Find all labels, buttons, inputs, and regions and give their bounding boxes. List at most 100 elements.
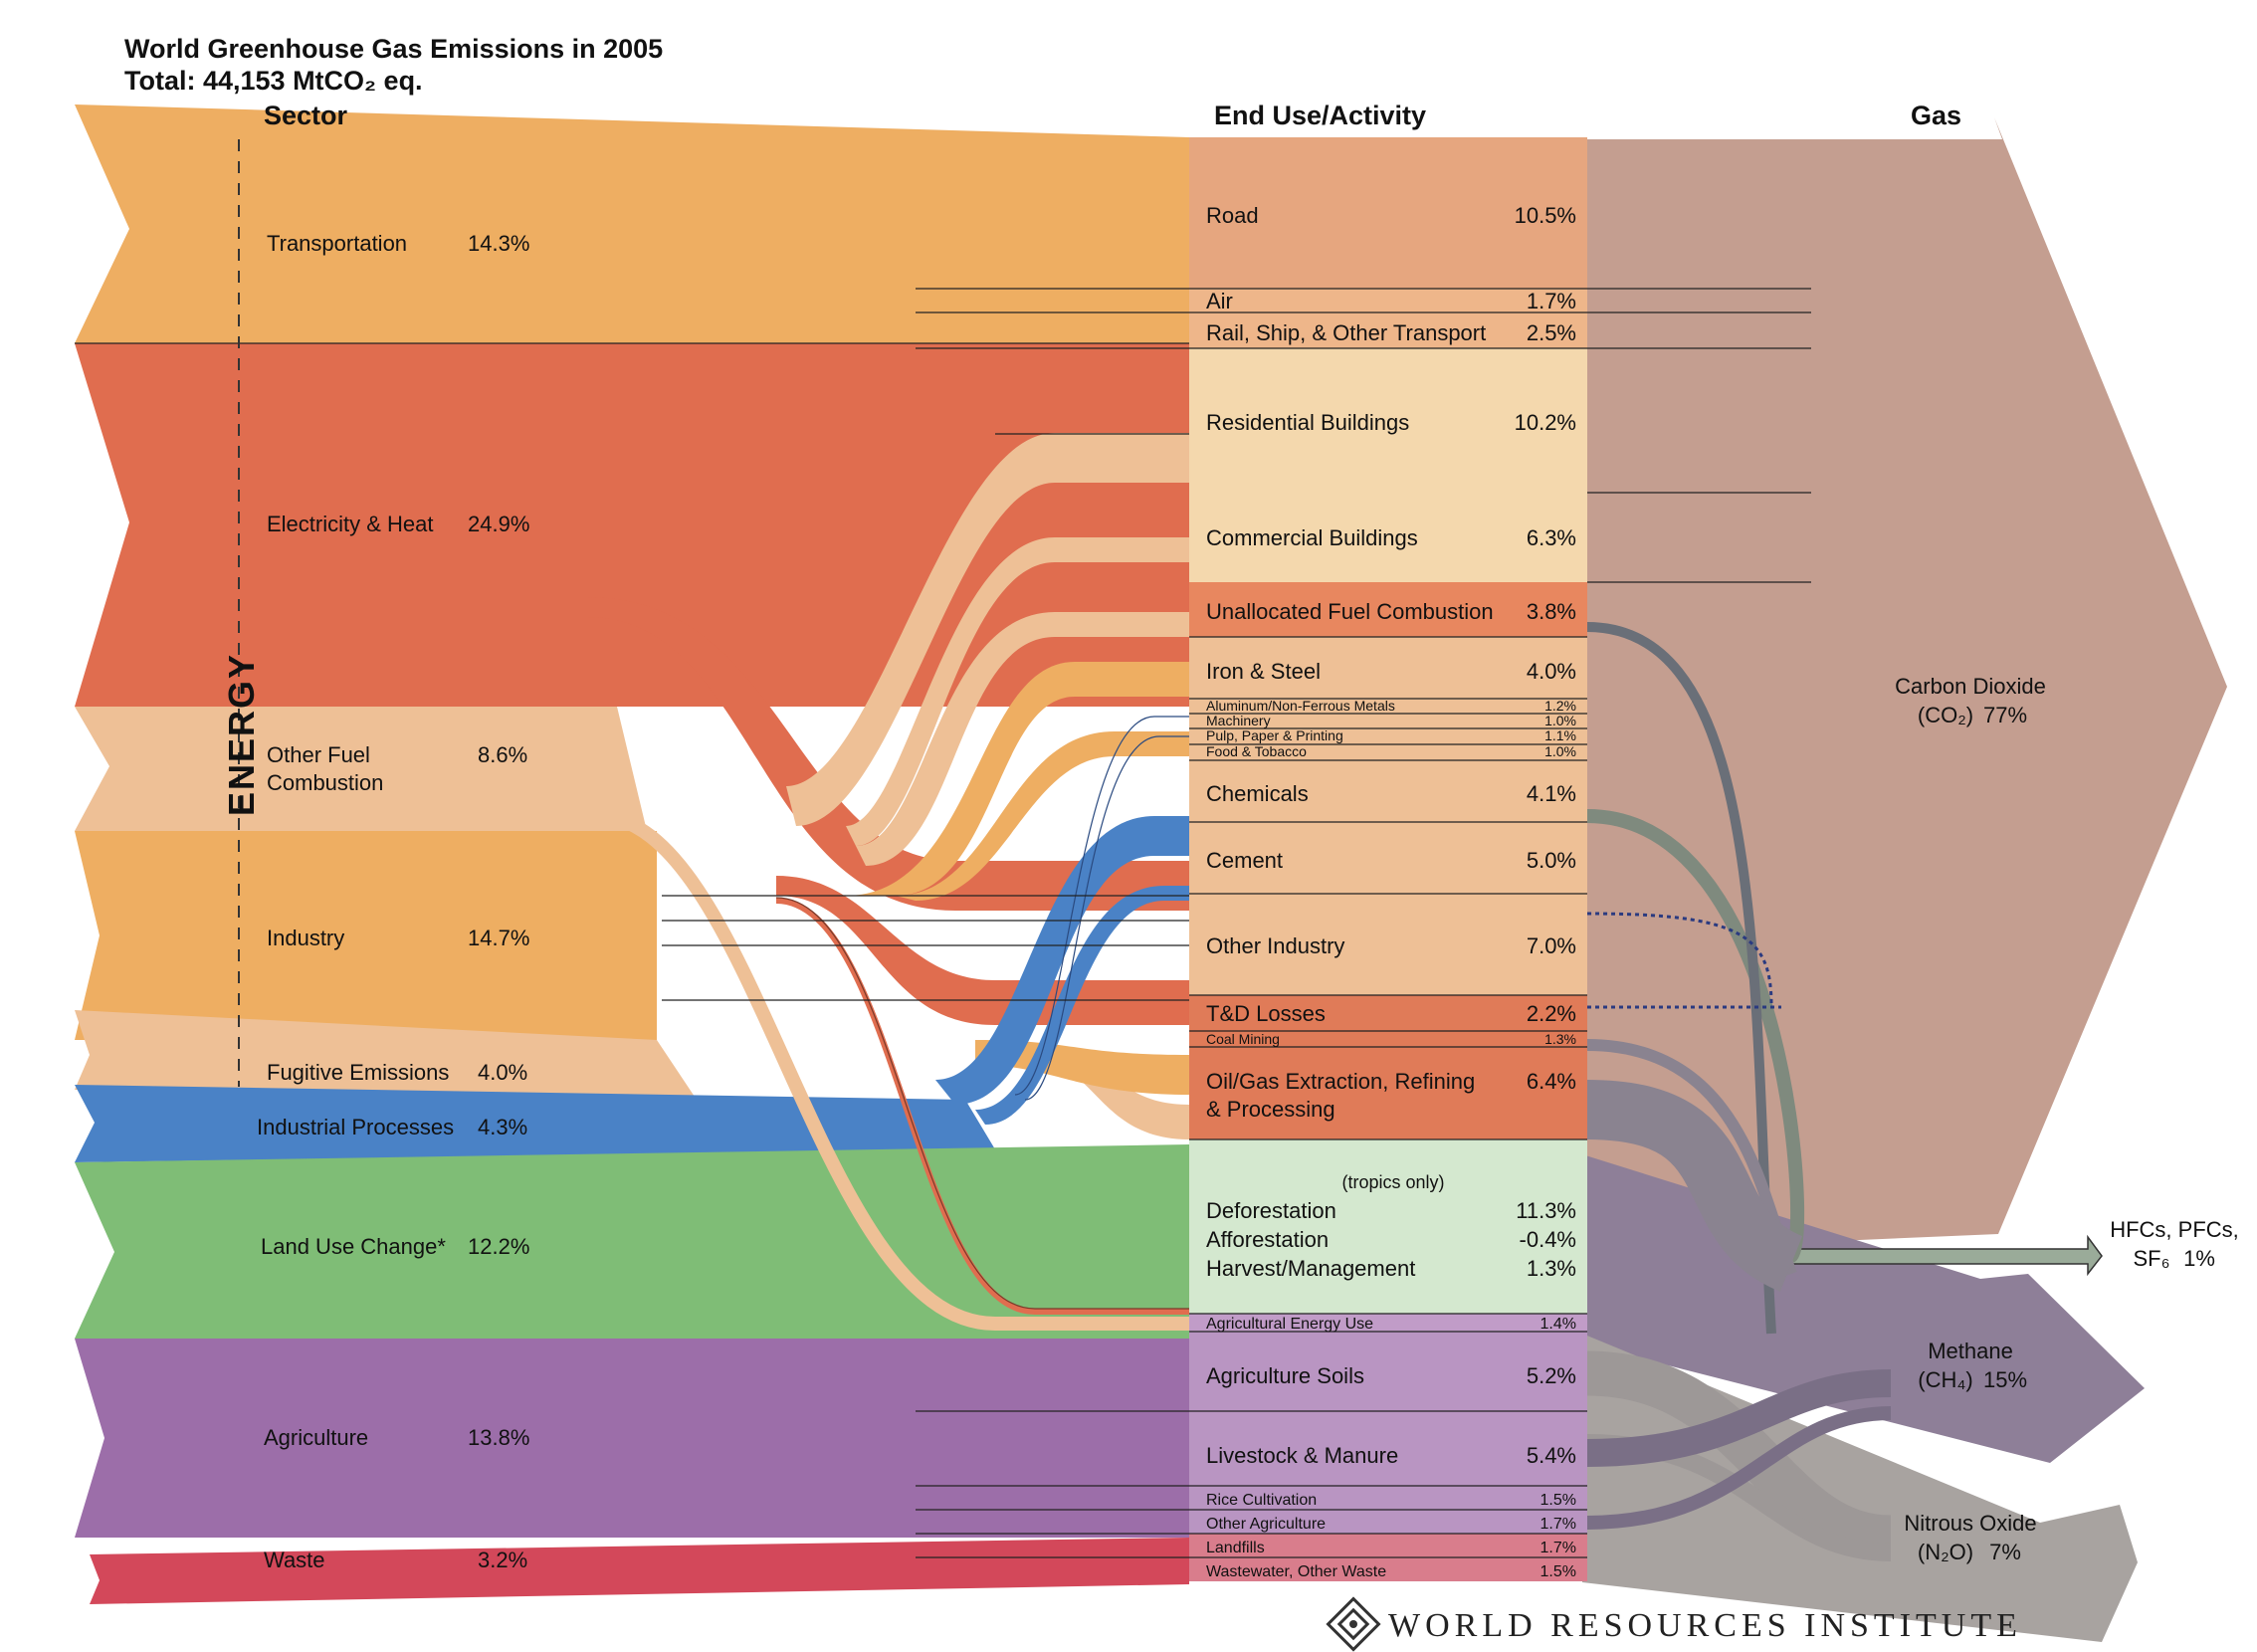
sector-label: Transportation bbox=[267, 231, 407, 256]
svg-text:Other Agriculture: Other Agriculture bbox=[1206, 1516, 1326, 1533]
sector-label: Waste bbox=[264, 1548, 325, 1572]
sector-value: 14.3% bbox=[468, 231, 529, 256]
row-separators bbox=[75, 288, 1811, 1558]
svg-text:1.5%: 1.5% bbox=[1540, 1563, 1576, 1580]
svg-text:Road: Road bbox=[1206, 203, 1259, 228]
svg-text:5.4%: 5.4% bbox=[1527, 1443, 1576, 1468]
chart-title: World Greenhouse Gas Emissions in 2005 bbox=[124, 34, 663, 64]
svg-text:Oil/Gas Extraction, Refining: Oil/Gas Extraction, Refining bbox=[1206, 1069, 1475, 1094]
end-rice bbox=[1189, 1486, 1587, 1510]
gas-formula-n2o: (N₂O) bbox=[1918, 1540, 1973, 1564]
end-oil-gas bbox=[1189, 1047, 1587, 1139]
svg-text:Residential Buildings: Residential Buildings bbox=[1206, 410, 1409, 435]
svg-text:1.7%: 1.7% bbox=[1540, 1516, 1576, 1533]
sector-value: 4.0% bbox=[478, 1060, 527, 1085]
svg-text:1.2%: 1.2% bbox=[1544, 698, 1576, 714]
svg-text:Food & Tobacco: Food & Tobacco bbox=[1206, 743, 1307, 759]
gas-label-methane: Methane bbox=[1928, 1339, 2013, 1363]
gas-label-hfc: HFCs, PFCs, bbox=[2110, 1217, 2239, 1242]
svg-text:10.5%: 10.5% bbox=[1515, 203, 1576, 228]
column-end-use: End Use/Activity bbox=[1214, 101, 1426, 130]
sector-value: 8.6% bbox=[478, 742, 527, 767]
wri-logo-icon bbox=[1326, 1596, 1381, 1652]
sector-label: Industrial Processes bbox=[257, 1115, 454, 1139]
svg-text:Unallocated Fuel Combustion: Unallocated Fuel Combustion bbox=[1206, 599, 1494, 624]
end-unallocated bbox=[1189, 582, 1587, 637]
svg-text:Rice Cultivation: Rice Cultivation bbox=[1206, 1492, 1317, 1509]
end-livestock bbox=[1189, 1411, 1587, 1486]
sector-band-agriculture bbox=[75, 1339, 1189, 1538]
sector-label-line2: Combustion bbox=[267, 770, 383, 795]
svg-text:T&D Losses: T&D Losses bbox=[1206, 1001, 1326, 1026]
svg-text:Other Industry: Other Industry bbox=[1206, 933, 1344, 958]
svg-text:Commercial Buildings: Commercial Buildings bbox=[1206, 525, 1418, 550]
sector-value: 3.2% bbox=[478, 1548, 527, 1572]
end-road bbox=[1189, 137, 1587, 289]
gas-label-n2o: Nitrous Oxide bbox=[1904, 1511, 2036, 1536]
end-td-losses bbox=[1189, 995, 1587, 1031]
sector-band-waste bbox=[90, 1538, 1189, 1604]
end-small-industry bbox=[1189, 699, 1587, 760]
svg-text:3.8%: 3.8% bbox=[1527, 599, 1576, 624]
column-gas: Gas bbox=[1911, 101, 1961, 130]
svg-text:6.3%: 6.3% bbox=[1527, 525, 1576, 550]
gas-label-co2: Carbon Dioxide bbox=[1895, 674, 2046, 699]
svg-text:(tropics only): (tropics only) bbox=[1341, 1172, 1444, 1192]
svg-text:1.7%: 1.7% bbox=[1527, 289, 1576, 313]
hfc-arrow bbox=[1780, 1234, 2103, 1277]
wri-logo-text: WORLD RESOURCES INSTITUTE bbox=[1388, 1607, 2022, 1644]
chart-subtitle: Total: 44,153 MtCO₂ eq. bbox=[124, 66, 423, 96]
gas-formula-co2: (CO₂) bbox=[1918, 703, 1973, 727]
svg-text:Machinery: Machinery bbox=[1206, 713, 1271, 728]
gas-formula-hfc: SF₆ bbox=[2134, 1246, 2170, 1271]
sector-band-other-fuel bbox=[75, 707, 647, 831]
svg-text:Harvest/Management: Harvest/Management bbox=[1206, 1256, 1415, 1281]
sector-value: 14.7% bbox=[468, 926, 529, 950]
svg-text:1.7%: 1.7% bbox=[1540, 1540, 1576, 1556]
svg-text:11.3%: 11.3% bbox=[1516, 1198, 1576, 1223]
svg-text:Cement: Cement bbox=[1206, 848, 1283, 873]
sector-band-fugitive bbox=[75, 1010, 697, 1100]
gas-value-n2o: 7% bbox=[1989, 1540, 2021, 1564]
svg-text:Afforestation: Afforestation bbox=[1206, 1227, 1329, 1252]
svg-text:1.4%: 1.4% bbox=[1540, 1316, 1576, 1333]
svg-text:Livestock & Manure: Livestock & Manure bbox=[1206, 1443, 1398, 1468]
gas-value-co2: 77% bbox=[1983, 703, 2027, 727]
gas-connectors bbox=[1586, 622, 1893, 1561]
end-use-labels: Road 10.5% Air 1.7% Rail, Ship, & Other Tr… bbox=[1206, 203, 1576, 1580]
end-landfills bbox=[1189, 1534, 1587, 1557]
svg-text:2.5%: 2.5% bbox=[1527, 320, 1576, 345]
sector-value: 12.2% bbox=[468, 1234, 529, 1259]
svg-text:5.0%: 5.0% bbox=[1527, 848, 1576, 873]
svg-text:1.0%: 1.0% bbox=[1544, 743, 1576, 759]
sector-band-electricity bbox=[75, 343, 1189, 707]
svg-text:Deforestation: Deforestation bbox=[1206, 1198, 1336, 1223]
svg-text:& Processing: & Processing bbox=[1206, 1097, 1335, 1122]
end-other-industry bbox=[1189, 894, 1587, 995]
gas-value-hfc: 1% bbox=[2183, 1246, 2215, 1271]
svg-text:Agriculture Soils: Agriculture Soils bbox=[1206, 1363, 1364, 1388]
svg-text:Air: Air bbox=[1206, 289, 1233, 313]
sector-label: Industry bbox=[267, 926, 344, 950]
end-iron-steel bbox=[1189, 637, 1587, 699]
svg-text:-0.4%: -0.4% bbox=[1520, 1227, 1576, 1252]
end-cement bbox=[1189, 822, 1587, 894]
svg-text:2.2%: 2.2% bbox=[1527, 1001, 1576, 1026]
sector-label: Land Use Change* bbox=[261, 1234, 446, 1259]
sector-value: 4.3% bbox=[478, 1115, 527, 1139]
gas-value-methane: 15% bbox=[1983, 1367, 2027, 1392]
svg-text:1.3%: 1.3% bbox=[1544, 1031, 1576, 1047]
svg-text:10.2%: 10.2% bbox=[1515, 410, 1576, 435]
svg-text:1.3%: 1.3% bbox=[1527, 1256, 1576, 1281]
end-ag-energy bbox=[1189, 1314, 1587, 1332]
column-sector: Sector bbox=[264, 101, 348, 130]
svg-text:1.1%: 1.1% bbox=[1544, 727, 1576, 743]
svg-text:Landfills: Landfills bbox=[1206, 1540, 1265, 1556]
end-other-ag bbox=[1189, 1510, 1587, 1534]
end-coal-mining bbox=[1189, 1031, 1587, 1047]
end-air bbox=[1189, 289, 1587, 312]
svg-text:Wastewater, Other Waste: Wastewater, Other Waste bbox=[1206, 1563, 1386, 1580]
svg-text:6.4%: 6.4% bbox=[1527, 1069, 1576, 1094]
sector-band-industry bbox=[75, 831, 657, 1040]
